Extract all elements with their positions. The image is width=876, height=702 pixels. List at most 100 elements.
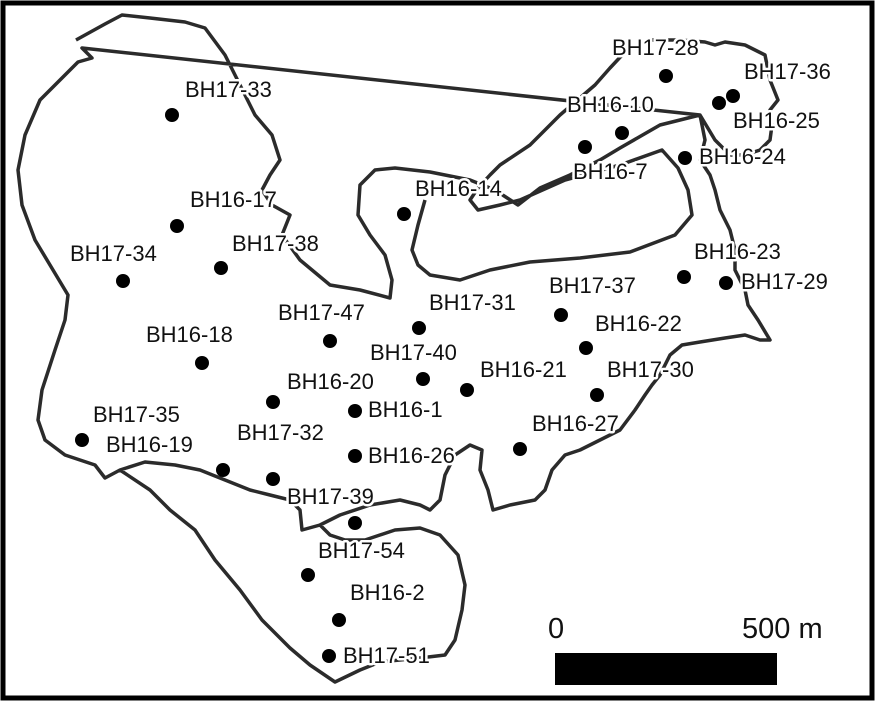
borehole-label: BH17-54 xyxy=(318,538,405,563)
borehole-marker xyxy=(615,126,629,140)
borehole-label-halo: BH17-39 xyxy=(287,484,374,509)
borehole-label: BH16-17 xyxy=(190,187,277,212)
site-boundary-main xyxy=(16,13,780,684)
borehole-label: BH16-24 xyxy=(699,144,786,169)
borehole-label: BH17-29 xyxy=(741,269,828,294)
borehole-label: BH16-21 xyxy=(480,357,567,382)
borehole-label-halo: BH16-10 xyxy=(567,92,654,117)
borehole-marker xyxy=(712,96,726,110)
borehole-label: BH17-39 xyxy=(287,484,374,509)
borehole-label-halo: BH16-19 xyxy=(106,432,193,457)
borehole-label-halo: BH16-17 xyxy=(190,187,277,212)
borehole-label-halo: BH16-7 xyxy=(573,159,648,184)
borehole-marker xyxy=(348,516,362,530)
borehole-label-halo: BH17-38 xyxy=(232,231,319,256)
borehole-label-halo: BH17-37 xyxy=(549,273,636,298)
borehole-marker xyxy=(214,261,228,275)
borehole-marker xyxy=(412,321,426,335)
scale-bar: 0 500 m xyxy=(548,613,823,685)
borehole-label: BH17-35 xyxy=(93,402,180,427)
borehole-label: BH17-30 xyxy=(607,357,694,382)
borehole-label-halo: BH16-22 xyxy=(595,311,682,336)
borehole-label-halo: BH16-14 xyxy=(415,176,502,201)
borehole-label-halo: BH17-29 xyxy=(741,269,828,294)
borehole-label: BH17-31 xyxy=(429,290,516,315)
borehole-marker xyxy=(266,395,280,409)
borehole-label: BH17-36 xyxy=(744,59,831,84)
borehole-label-halo: BH17-51 xyxy=(343,643,430,668)
borehole-label-halo: BH16-1 xyxy=(368,397,443,422)
borehole-marker xyxy=(659,69,673,83)
borehole-marker xyxy=(397,207,411,221)
borehole-label-halo: BH17-35 xyxy=(93,402,180,427)
scale-bar-rect xyxy=(555,653,777,685)
borehole-marker xyxy=(323,334,337,348)
borehole-marker xyxy=(322,649,336,663)
borehole-marker xyxy=(726,89,740,103)
borehole-label: BH16-26 xyxy=(368,443,455,468)
borehole-label-halo: BH17-30 xyxy=(607,357,694,382)
borehole-marker xyxy=(416,372,430,386)
borehole-marker xyxy=(578,140,592,154)
borehole-marker xyxy=(590,388,604,402)
borehole-label: BH16-10 xyxy=(567,92,654,117)
borehole-label-halo: BH16-20 xyxy=(287,369,374,394)
borehole-marker xyxy=(216,463,230,477)
borehole-label: BH16-25 xyxy=(733,108,820,133)
borehole-label: BH17-32 xyxy=(237,420,324,445)
scale-label-zero: 0 xyxy=(548,613,564,645)
borehole-label: BH16-18 xyxy=(146,322,233,347)
borehole-label-halo: BH17-33 xyxy=(185,77,272,102)
borehole-label: BH16-14 xyxy=(415,176,502,201)
borehole-label-halo: BH17-47 xyxy=(278,300,365,325)
borehole-label: BH17-33 xyxy=(185,77,272,102)
borehole-marker xyxy=(301,568,315,582)
borehole-label-halo: BH17-54 xyxy=(318,538,405,563)
borehole-marker xyxy=(116,274,130,288)
borehole-label: BH16-27 xyxy=(532,411,619,436)
borehole-marker xyxy=(677,270,691,284)
borehole-label-halo: BH16-26 xyxy=(368,443,455,468)
borehole-label-halo: BH17-40 xyxy=(370,340,457,365)
borehole-label: BH16-20 xyxy=(287,369,374,394)
borehole-label-halo: BH17-32 xyxy=(237,420,324,445)
borehole-label-halo: BH17-36 xyxy=(744,59,831,84)
borehole-marker xyxy=(678,151,692,165)
borehole-label: BH16-2 xyxy=(350,580,425,605)
borehole-label: BH17-40 xyxy=(370,340,457,365)
borehole-marker xyxy=(170,219,184,233)
borehole-marker xyxy=(460,383,474,397)
borehole-marker xyxy=(332,613,346,627)
borehole-label: BH16-22 xyxy=(595,311,682,336)
borehole-label: BH17-51 xyxy=(343,643,430,668)
borehole-label: BH16-7 xyxy=(573,159,648,184)
borehole-marker xyxy=(195,356,209,370)
borehole-label-halo: BH17-34 xyxy=(70,241,157,266)
borehole-marker xyxy=(165,108,179,122)
borehole-label-halo: BH16-18 xyxy=(146,322,233,347)
borehole-label-halo: BH17-28 xyxy=(612,35,699,60)
borehole-marker xyxy=(719,276,733,290)
